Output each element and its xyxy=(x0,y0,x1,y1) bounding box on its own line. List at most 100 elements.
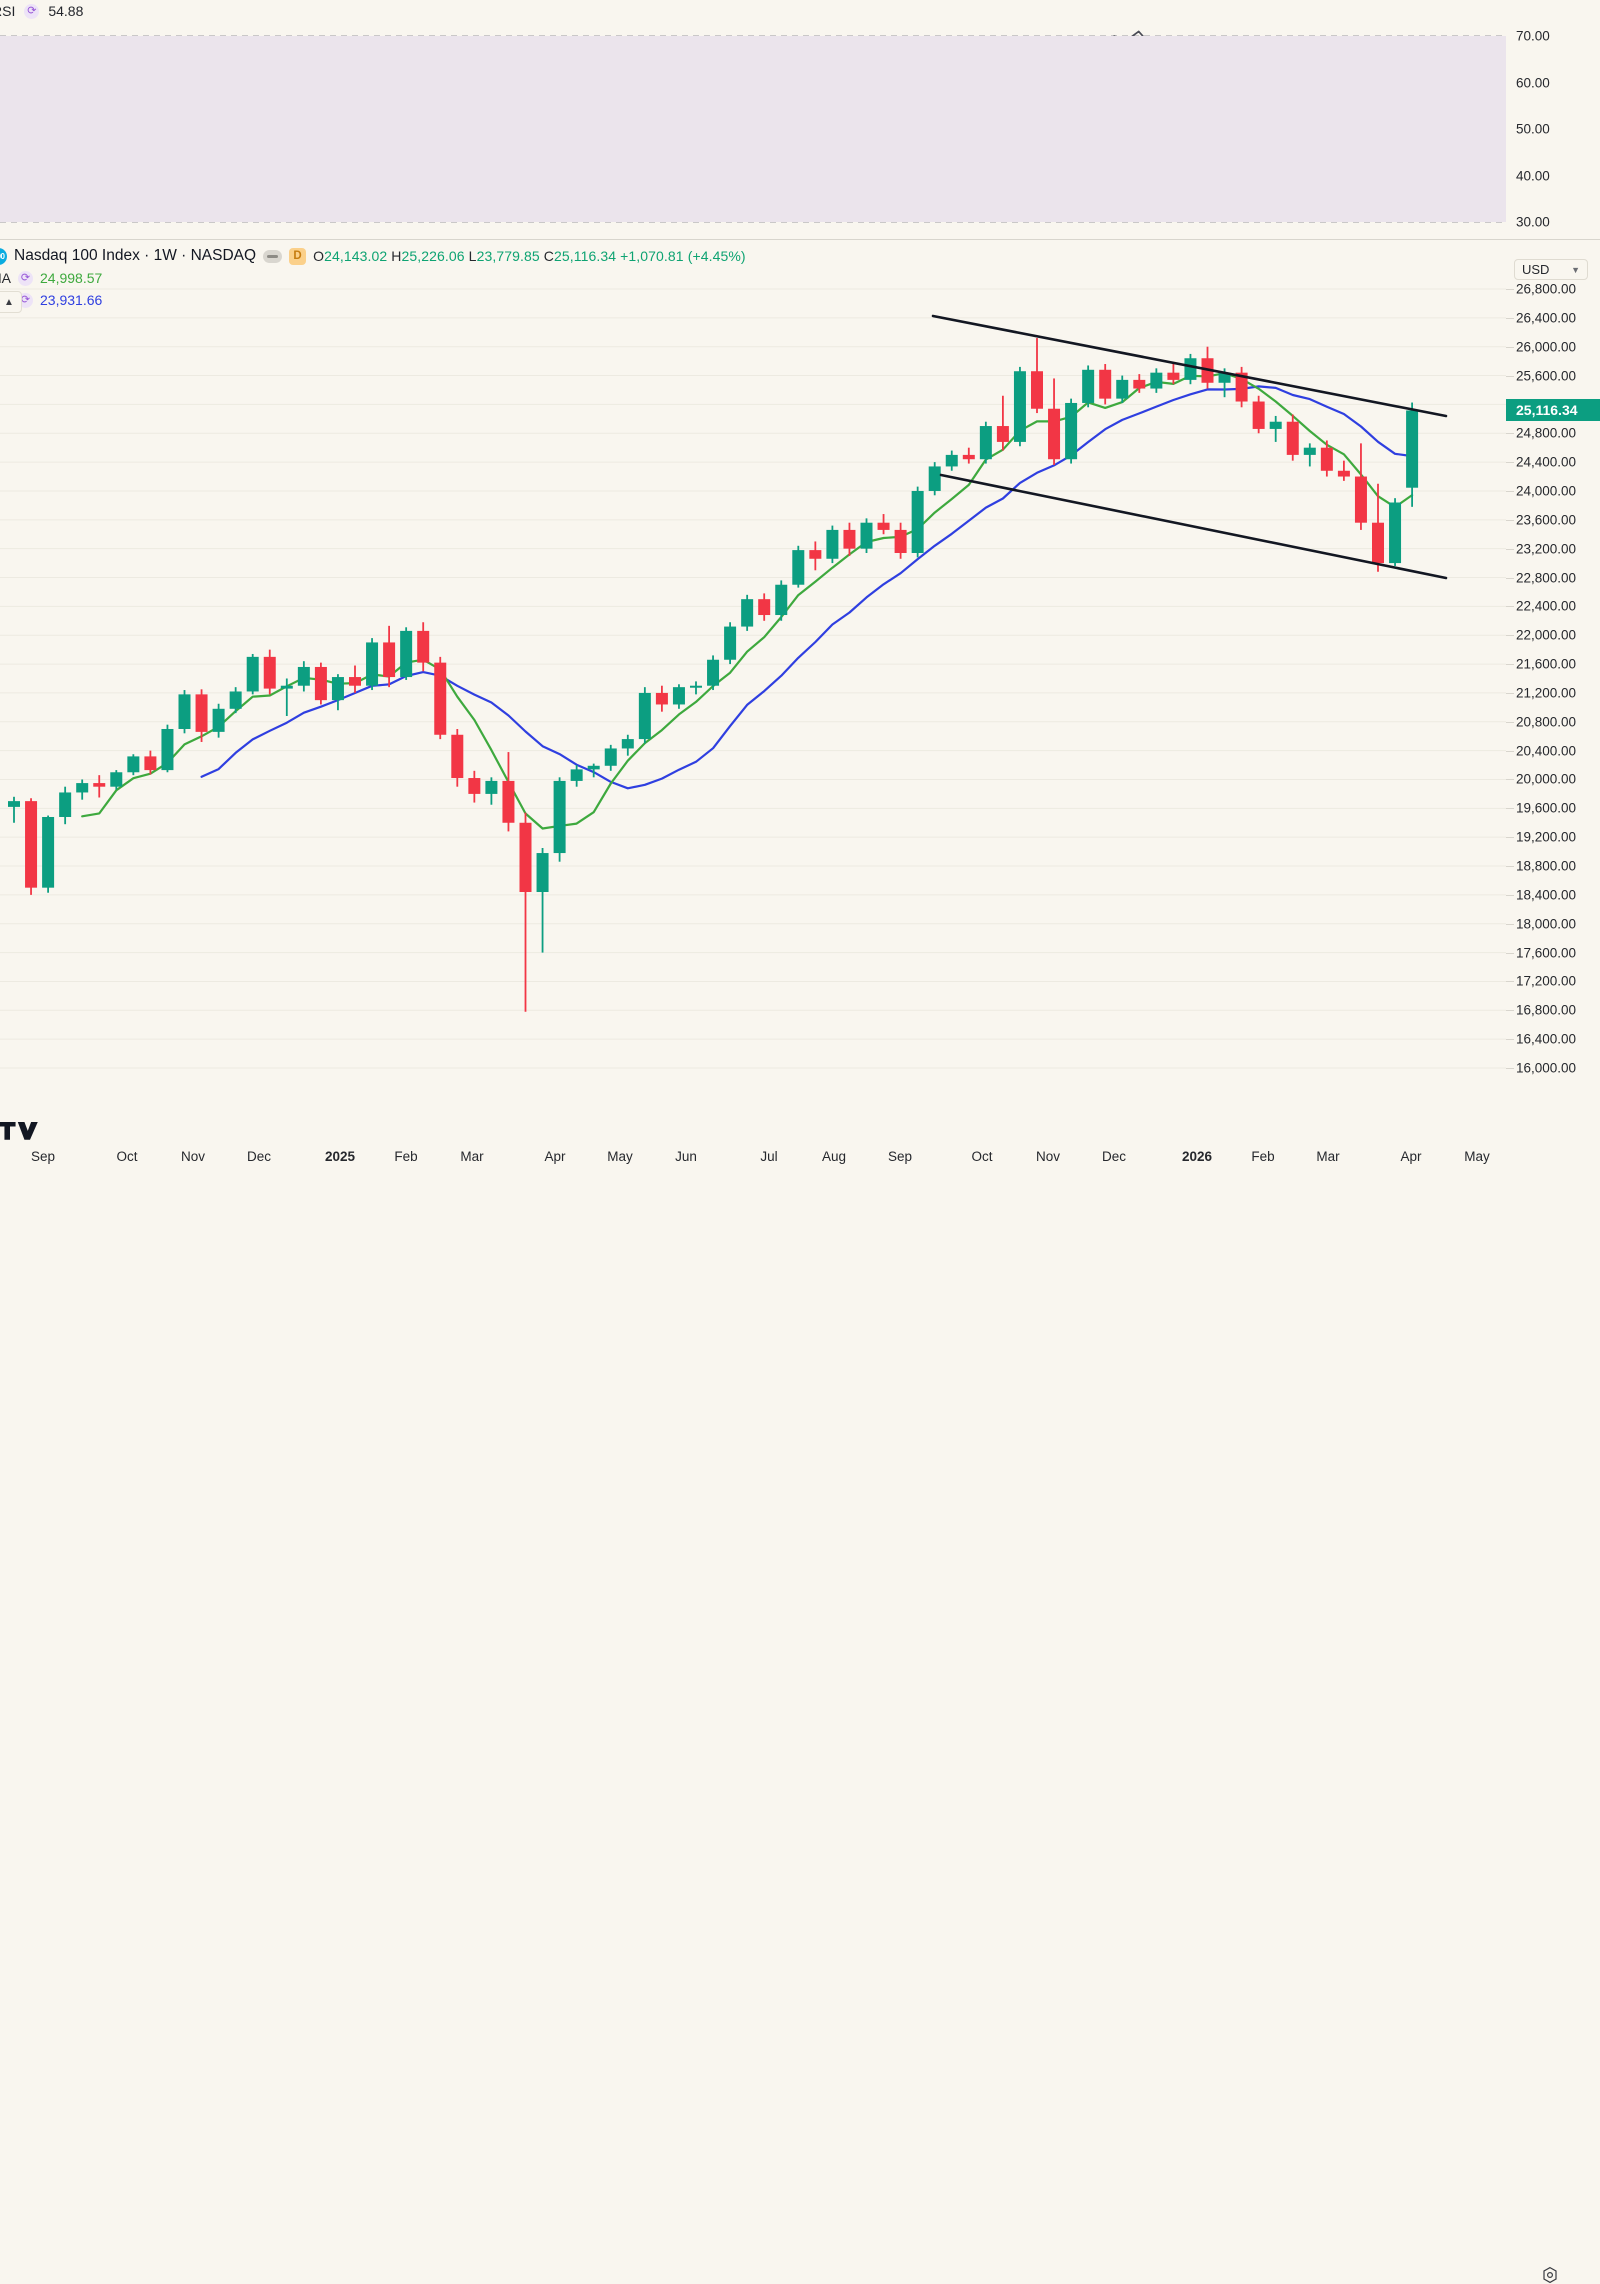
time-axis-label: May xyxy=(1464,1149,1490,1164)
axis-tick xyxy=(1506,433,1514,435)
pane-separator[interactable] xyxy=(0,239,1600,240)
axis-tick xyxy=(1506,952,1514,954)
chevron-down-icon: ▼ xyxy=(1571,264,1580,275)
time-axis-label: Oct xyxy=(971,1149,993,1164)
axis-tick xyxy=(1506,289,1514,290)
change-value: +1,070.81 xyxy=(620,248,684,264)
axis-tick xyxy=(1506,519,1514,521)
currency-selector[interactable]: USD ▼ xyxy=(1514,259,1588,280)
axis-tick xyxy=(1506,1068,1514,1069)
refresh-icon[interactable]: ⟳ xyxy=(18,270,33,286)
rsi-axis-label: 30.00 xyxy=(1516,214,1550,230)
price-axis-label: 20,000.00 xyxy=(1516,771,1577,787)
rsi-axis-label: 50.00 xyxy=(1516,121,1550,137)
price-axis-label: 19,200.00 xyxy=(1516,829,1577,845)
price-axis-label: 26,000.00 xyxy=(1516,339,1577,355)
price-axis-label: 24,000.00 xyxy=(1516,483,1577,499)
chart-settings-icon[interactable] xyxy=(1541,2266,1559,2284)
rsi-plot-area[interactable] xyxy=(0,0,1506,240)
nasdaq-logo-icon: 100 xyxy=(0,247,7,265)
change-percent: (+4.45%) xyxy=(687,248,746,264)
time-axis-label: Jul xyxy=(760,1149,778,1164)
axis-tick xyxy=(1506,548,1514,550)
ohlc-values: O24,143.02 H25,226.06 L23,779.85 C25,116… xyxy=(313,248,746,264)
price-axis-label: 19,600.00 xyxy=(1516,800,1577,816)
low-value: 23,779.85 xyxy=(476,248,540,264)
rsi-axis-label: 60.00 xyxy=(1516,75,1550,90)
last-price-badge[interactable]: 25,116.34 xyxy=(1506,399,1600,422)
axis-tick xyxy=(1506,462,1514,464)
rsi-pane: RSI ⟳ 54.88 70.00 60.00 50.00 40.00 30.00 xyxy=(0,0,1600,240)
close-value: 25,116.34 xyxy=(553,248,617,264)
axis-tick xyxy=(1506,721,1514,723)
price-axis-label: 18,400.00 xyxy=(1516,887,1577,903)
main-chart-pane: 100 Nasdaq 100 Index · 1W · NASDAQ D O24… xyxy=(0,241,1600,1121)
time-axis-label: Mar xyxy=(1316,1149,1340,1164)
axis-tick xyxy=(1506,346,1514,348)
price-axis-label: 21,200.00 xyxy=(1516,685,1577,701)
time-axis-label: Apr xyxy=(544,1149,566,1164)
rsi-zone-band xyxy=(0,36,1506,222)
axis-tick xyxy=(1506,692,1514,694)
ma-slow-row[interactable]: MA ⟳ 23,931.66 xyxy=(0,289,746,311)
session-badge[interactable]: D xyxy=(289,247,307,265)
close-label: C xyxy=(543,248,554,264)
rsi-legend[interactable]: RSI ⟳ 54.88 xyxy=(0,3,83,19)
price-axis-label: 21,600.00 xyxy=(1516,656,1577,672)
time-axis-label: Aug xyxy=(821,1149,847,1164)
chevron-up-icon[interactable]: ▲ xyxy=(0,291,22,313)
time-axis-label: Feb xyxy=(394,1149,418,1164)
price-axis-label: 22,000.00 xyxy=(1516,627,1577,643)
axis-tick xyxy=(1506,1039,1514,1041)
rsi-axis-label: 40.00 xyxy=(1516,168,1550,183)
time-axis-label: Dec xyxy=(1101,1149,1127,1164)
axis-tick xyxy=(1506,894,1514,896)
ma-fast-value: 24,998.57 xyxy=(40,270,103,286)
axis-tick xyxy=(1506,1010,1514,1012)
currency-label: USD xyxy=(1522,262,1550,277)
bar-style-icon[interactable] xyxy=(263,249,283,263)
refresh-icon[interactable]: ⟳ xyxy=(24,3,40,19)
symbol-title[interactable]: Nasdaq 100 Index · 1W · NASDAQ xyxy=(14,247,257,264)
rsi-axis-label: 70.00 xyxy=(1516,28,1550,44)
price-axis-label: 16,000.00 xyxy=(1516,1060,1577,1076)
price-axis-label: 24,400.00 xyxy=(1516,454,1577,470)
time-axis-label: Oct xyxy=(116,1149,138,1164)
chart-legend: 100 Nasdaq 100 Index · 1W · NASDAQ D O24… xyxy=(0,245,746,311)
axis-tick xyxy=(1506,490,1514,492)
ma-slow-value: 23,931.66 xyxy=(40,292,103,308)
symbol-row[interactable]: 100 Nasdaq 100 Index · 1W · NASDAQ D O24… xyxy=(0,245,746,267)
price-axis-label: 22,400.00 xyxy=(1516,598,1577,614)
candlestick-chart xyxy=(0,288,1506,1069)
time-axis[interactable]: Sep Oct Nov Dec 2025 Feb Mar Apr May Jun Jul Aug Sep… xyxy=(0,1119,1600,2284)
time-axis-label: Nov xyxy=(1035,1149,1061,1164)
axis-tick xyxy=(1506,635,1514,637)
price-axis-label: 17,200.00 xyxy=(1516,973,1577,989)
price-axis-label: 16,800.00 xyxy=(1516,1002,1577,1018)
axis-tick xyxy=(1506,750,1514,752)
high-label: H xyxy=(391,248,402,264)
time-axis-label: May xyxy=(607,1149,633,1164)
price-axis-label: 24,800.00 xyxy=(1516,425,1577,441)
price-axis-label: 23,200.00 xyxy=(1516,541,1577,557)
time-axis-label: Apr xyxy=(1400,1149,1422,1164)
axis-tick xyxy=(1506,981,1514,983)
price-axis-label: 16,400.00 xyxy=(1516,1031,1577,1047)
price-axis-label: 18,000.00 xyxy=(1516,916,1577,932)
price-axis-label: 26,400.00 xyxy=(1516,310,1577,326)
tradingview-logo[interactable] xyxy=(0,1119,40,1145)
axis-tick xyxy=(1506,577,1514,579)
rsi-value: 54.88 xyxy=(48,3,84,19)
axis-tick xyxy=(1506,866,1514,868)
price-axis[interactable]: 26,800.0026,400.0026,000.0025,600.0025,2… xyxy=(1506,241,1600,1121)
ma-fast-row[interactable]: MA ⟳ 24,998.57 xyxy=(0,267,746,289)
price-axis-label: 26,800.00 xyxy=(1516,281,1577,297)
time-axis-label: Dec xyxy=(246,1149,272,1164)
time-axis-label: Mar xyxy=(460,1149,484,1164)
ma-fast-label: MA xyxy=(0,270,11,286)
axis-tick xyxy=(1506,779,1514,781)
price-plot-area[interactable] xyxy=(0,241,1506,1121)
time-axis-label: 2026 xyxy=(1181,1149,1213,1164)
low-label: L xyxy=(468,248,477,264)
price-axis-label: 20,800.00 xyxy=(1516,714,1577,730)
